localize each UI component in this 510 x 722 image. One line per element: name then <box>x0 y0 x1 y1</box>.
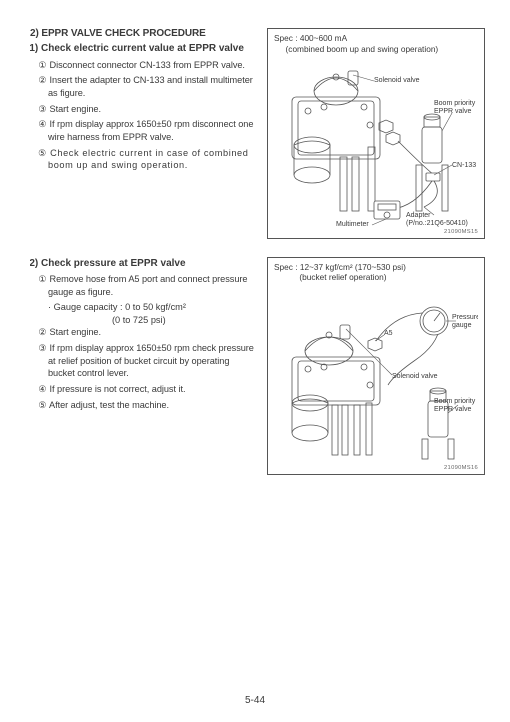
proc1-step: ① Disconnect connector CN-133 from EPPR … <box>30 59 255 72</box>
proc1-step: ⑤ Check electric current in case of comb… <box>30 147 255 172</box>
svg-text:EPPR valve: EPPR valve <box>434 108 471 115</box>
svg-text:A5: A5 <box>384 330 393 337</box>
fig2-svg: Pressure gauge A5 Solenoid valve Boom pr… <box>274 285 478 463</box>
proc2-step: ④ If pressure is not correct, adjust it. <box>30 383 255 396</box>
svg-text:CN-133: CN-133 <box>452 162 476 169</box>
proc2-step: ⑤ After adjust, test the machine. <box>30 399 255 412</box>
figure-2: Spec : 12~37 kgf/cm² (170~530 psi) (buck… <box>267 257 485 476</box>
svg-text:Multimeter: Multimeter <box>336 221 369 227</box>
svg-text:Adapter: Adapter <box>406 212 431 219</box>
fig1-spec: Spec : 400~600 mA (combined boom up and … <box>274 33 478 55</box>
svg-text:(P/no.:21Q6-50410): (P/no.:21Q6-50410) <box>406 220 468 227</box>
figure-1: Spec : 400~600 mA (combined boom up and … <box>267 28 485 239</box>
proc2-step: ① Remove hose from A5 port and connect p… <box>30 273 255 298</box>
svg-text:Solenoid valve: Solenoid valve <box>374 77 420 84</box>
fig1-svg: Solenoid valve Boom priority EPPR valve … <box>274 57 478 227</box>
svg-text:gauge: gauge <box>452 322 472 329</box>
proc1-heading: (1) Check electric current value at EPPR… <box>30 42 255 56</box>
proc1-step: ④ If rpm display approx 1650±50 rpm disc… <box>30 118 255 143</box>
proc2-step: ③ If rpm display approx 1650±50 rpm chec… <box>30 342 255 380</box>
svg-text:Solenoid valve: Solenoid valve <box>392 373 438 380</box>
proc2-gauge-cap: · Gauge capacity : 0 to 50 kgf/cm² <box>30 301 255 313</box>
svg-text:EPPR valve: EPPR valve <box>434 406 471 413</box>
fig1-number: 21090MS15 <box>274 229 478 235</box>
proc2-step: ② Start engine. <box>30 326 255 339</box>
proc2-heading: (2) Check pressure at EPPR valve <box>30 257 255 271</box>
page-number: 5-44 <box>0 695 510 706</box>
fig2-number: 21090MS16 <box>274 465 478 471</box>
svg-text:Boom priority: Boom priority <box>434 100 476 107</box>
proc2-gauge-cap2: (0 to 725 psi) <box>30 314 255 326</box>
section-title: 2) EPPR VALVE CHECK PROCEDURE <box>30 28 255 39</box>
proc1-step: ③ Start engine. <box>30 103 255 116</box>
svg-text:Boom priority: Boom priority <box>434 398 476 405</box>
proc1-step: ② Insert the adapter to CN-133 and insta… <box>30 74 255 99</box>
fig2-spec: Spec : 12~37 kgf/cm² (170~530 psi) (buck… <box>274 262 478 284</box>
svg-text:Pressure: Pressure <box>452 314 478 321</box>
